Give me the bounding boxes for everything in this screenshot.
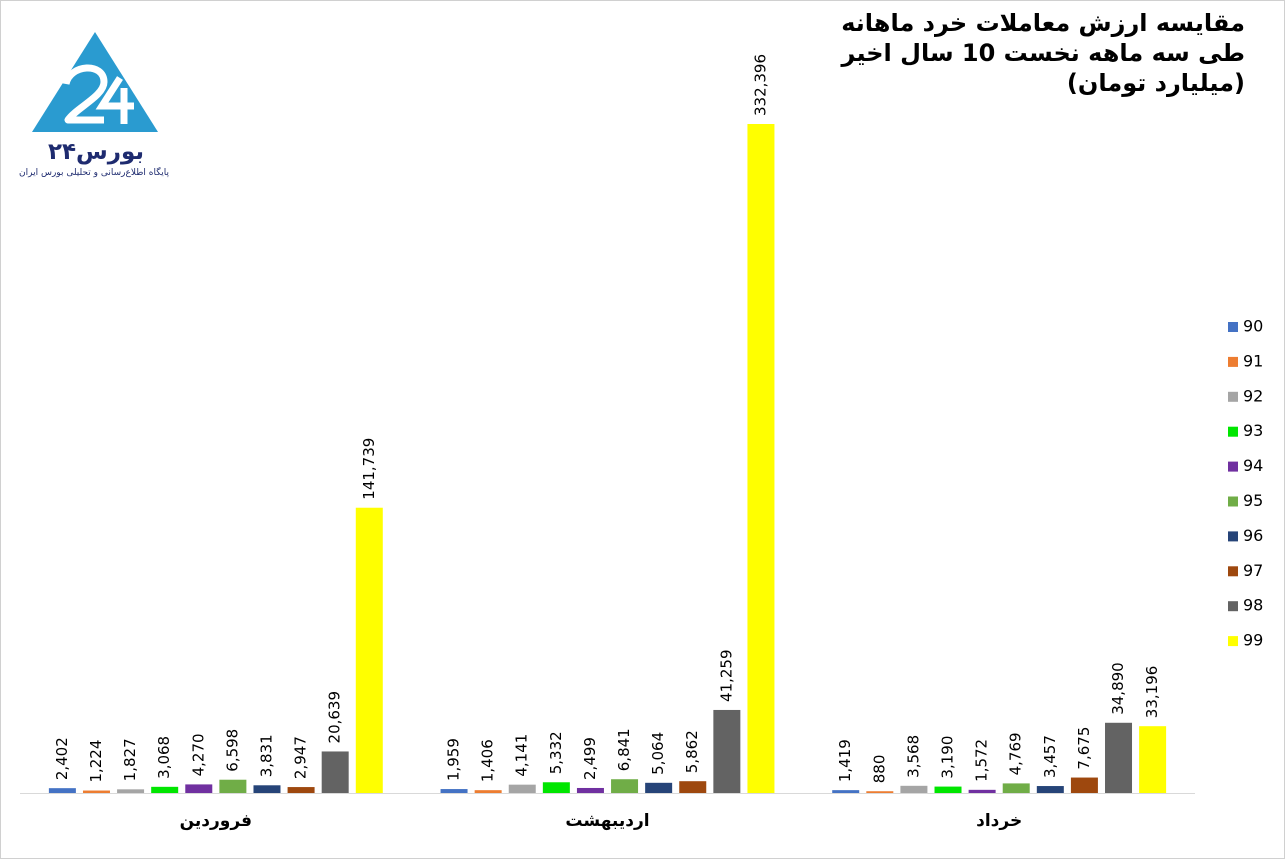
category-label-2: خرداد	[976, 811, 1022, 831]
data-label-99-2: 33,196	[1143, 666, 1161, 719]
data-label-93-1: 5,332	[547, 731, 565, 774]
bar-93-0	[151, 786, 179, 793]
legend-label-98: 98	[1243, 596, 1263, 615]
bourse24-logo: بورس۲۴ پایگاه اطلاع‌رسانی و تحلیلی بورس …	[8, 28, 183, 188]
legend-label-93: 93	[1243, 421, 1263, 440]
legend-label-97: 97	[1243, 561, 1263, 580]
legend-swatch-91	[1228, 356, 1238, 367]
legend-label-99: 99	[1243, 631, 1263, 650]
data-label-96-1: 5,064	[649, 732, 667, 775]
category-label-1: اردیبهشت	[565, 811, 649, 831]
data-label-93-0: 3,068	[155, 736, 173, 779]
legend-swatch-92	[1228, 391, 1238, 402]
bar-98-0	[321, 751, 349, 793]
bar-90-0	[48, 788, 76, 793]
legend-swatch-97	[1228, 566, 1238, 577]
data-label-91-2: 880	[870, 755, 888, 784]
bar-96-1	[645, 782, 673, 793]
bar-94-0	[185, 784, 213, 793]
data-label-91-1: 1,406	[479, 739, 497, 782]
bar-91-2	[866, 791, 894, 793]
bar-98-1	[713, 709, 741, 793]
legend-label-95: 95	[1243, 491, 1263, 510]
category-label-0: فروردین	[180, 811, 252, 831]
data-label-92-2: 3,568	[904, 735, 922, 778]
bar-92-1	[508, 784, 536, 793]
bar-97-0	[287, 787, 315, 793]
data-label-97-2: 7,675	[1075, 727, 1093, 770]
data-label-90-2: 1,419	[836, 739, 854, 782]
bar-97-2	[1070, 777, 1098, 793]
legend-label-96: 96	[1243, 526, 1263, 545]
data-label-98-0: 20,639	[326, 691, 344, 744]
data-label-90-0: 2,402	[53, 737, 71, 780]
data-label-93-2: 3,190	[939, 736, 957, 779]
data-label-90-1: 1,959	[445, 738, 463, 781]
bar-93-2	[934, 786, 962, 793]
data-label-99-0: 141,739	[360, 438, 378, 500]
bar-99-1	[747, 124, 775, 793]
data-label-97-0: 2,947	[292, 736, 310, 779]
legend-swatch-94	[1228, 461, 1238, 472]
bar-95-2	[1002, 783, 1030, 793]
bar-96-2	[1036, 786, 1064, 793]
chart-title-line-1: مقایسه ارزش معاملات خرد ماهانه	[841, 9, 1245, 37]
bar-91-0	[82, 790, 110, 793]
bar-94-1	[576, 787, 604, 793]
legend-swatch-98	[1228, 601, 1238, 612]
logo-tagline: پایگاه اطلاع‌رسانی و تحلیلی بورس ایران	[19, 166, 169, 178]
data-label-94-0: 4,270	[189, 733, 207, 776]
bar-93-1	[542, 782, 570, 793]
legend-swatch-90	[1228, 322, 1238, 332]
data-label-97-1: 5,862	[683, 730, 701, 773]
legend-swatch-93	[1228, 426, 1238, 437]
legend-label-90: 90	[1243, 317, 1263, 336]
chart-title-line-2: طی سه ماهه نخست 10 سال اخیر	[841, 39, 1245, 67]
data-label-99-1: 332,396	[751, 54, 769, 116]
bar-97-1	[679, 781, 707, 793]
legend-label-91: 91	[1243, 351, 1263, 370]
data-label-91-0: 1,224	[87, 740, 105, 783]
bar-95-0	[219, 779, 247, 793]
data-label-96-0: 3,831	[257, 734, 275, 777]
data-label-95-2: 4,769	[1007, 732, 1025, 775]
bar-92-0	[117, 789, 145, 793]
data-label-94-1: 2,499	[581, 737, 599, 780]
bar-96-0	[253, 785, 281, 793]
data-label-92-0: 1,827	[121, 738, 139, 781]
data-label-95-1: 6,841	[615, 728, 633, 771]
data-label-98-1: 41,259	[717, 649, 735, 702]
bar-99-2	[1139, 726, 1167, 793]
bar-94-2	[968, 789, 996, 793]
chart-title: مقایسه ارزش معاملات خرد ماهانه طی سه ماه…	[765, 8, 1245, 98]
legend-label-94: 94	[1243, 456, 1263, 475]
legend-swatch-95	[1228, 496, 1238, 507]
legend-swatch-99	[1228, 636, 1238, 647]
data-label-94-2: 1,572	[973, 739, 991, 782]
legend-swatch-96	[1228, 531, 1238, 542]
bar-91-1	[474, 790, 502, 793]
data-label-92-1: 4,141	[513, 734, 531, 777]
bar-92-2	[900, 785, 928, 793]
logo-brand: بورس۲۴	[48, 139, 144, 165]
bar-99-0	[355, 507, 383, 793]
chart-title-line-3: (میلیارد تومان)	[1066, 69, 1245, 97]
data-label-98-2: 34,890	[1109, 662, 1127, 715]
bourse24-logo-icon: بورس۲۴ پایگاه اطلاع‌رسانی و تحلیلی بورس …	[19, 32, 169, 178]
data-label-95-0: 6,598	[223, 729, 241, 772]
bar-95-1	[611, 779, 639, 793]
bar-98-2	[1105, 722, 1133, 793]
bar-90-2	[832, 790, 860, 793]
data-label-96-2: 3,457	[1041, 735, 1059, 778]
legend-label-92: 92	[1243, 386, 1263, 405]
bar-90-1	[440, 789, 468, 793]
